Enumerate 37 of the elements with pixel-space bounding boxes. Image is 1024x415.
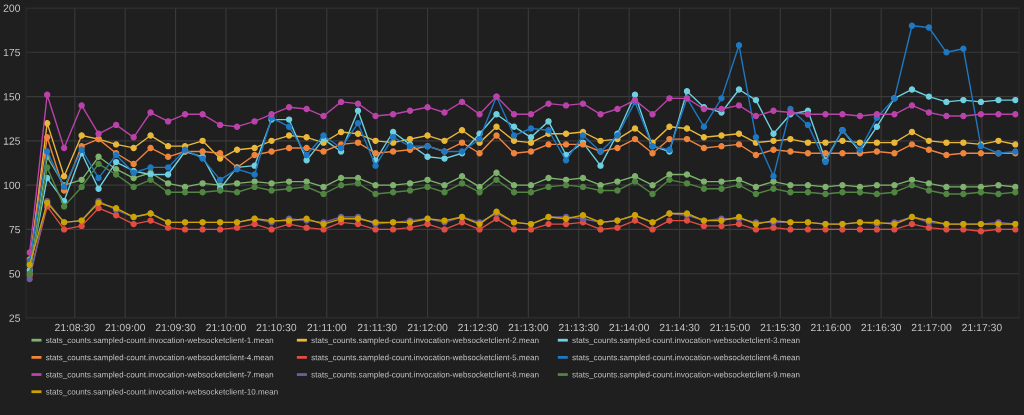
x-tick-label: 21:12:30 <box>458 323 498 332</box>
legend-label: stats_counts.sampled-count.invocation-websocketclient-5.mean <box>311 354 539 362</box>
x-tick-label: 21:16:00 <box>810 323 851 332</box>
x-tick-label: 21:15:00 <box>710 323 750 332</box>
legend-label: stats_counts.sampled-count.invocation-websocketclient-9.mean <box>572 371 800 380</box>
x-tick-label: 21:14:30 <box>659 323 700 332</box>
y-tick-label: 25 <box>9 314 21 322</box>
legend-label: stats_counts.sampled-count.invocation-websocketclient-4.mean <box>45 354 274 362</box>
y-tick-label: 75 <box>9 226 21 234</box>
legend-label: stats_counts.sampled-count.invocation-websocketclient-10.mean <box>45 388 278 397</box>
legend-label: stats_counts.sampled-count.invocation-websocketclient-8.mean <box>311 371 539 380</box>
x-tick-label: 21:11:30 <box>357 323 397 332</box>
x-tick-label: 21:13:30 <box>558 323 599 332</box>
x-tick-label: 21:17:00 <box>911 323 952 332</box>
x-tick-label: 21:17:30 <box>962 323 1002 332</box>
x-tick-label: 21:10:00 <box>206 323 246 332</box>
x-tick-label: 21:15:30 <box>760 323 801 332</box>
x-tick-label: 21:13:00 <box>508 323 549 332</box>
y-tick-label: 50 <box>9 270 21 278</box>
x-tick-label: 21:11:00 <box>307 323 347 332</box>
y-tick-label: 100 <box>3 181 21 190</box>
x-tick-label: 21:10:30 <box>256 323 297 332</box>
legend-label: stats_counts.sampled-count.invocation-websocketclient-7.mean <box>45 371 274 380</box>
legend-label: stats_counts.sampled-count.invocation-websocketclient-2.mean <box>311 337 539 345</box>
y-tick-label: 200 <box>3 4 21 12</box>
x-tick-label: 21:09:30 <box>155 323 196 332</box>
x-tick-label: 21:12:00 <box>407 323 448 332</box>
x-tick-label: 21:08:30 <box>55 323 95 332</box>
y-tick-label: 125 <box>3 137 21 145</box>
y-tick-label: 150 <box>3 93 21 101</box>
y-tick-label: 175 <box>3 48 21 57</box>
legend-label: stats_counts.sampled-count.invocation-websocketclient-1.mean <box>45 337 274 345</box>
legend-label: stats_counts.sampled-count.invocation-websocketclient-3.mean <box>572 337 800 345</box>
x-tick-label: 21:14:00 <box>609 323 649 332</box>
x-tick-label: 21:09:00 <box>105 323 146 332</box>
legend-label: stats_counts.sampled-count.invocation-websocketclient-6.mean <box>572 354 800 362</box>
x-tick-label: 21:16:30 <box>861 323 901 332</box>
